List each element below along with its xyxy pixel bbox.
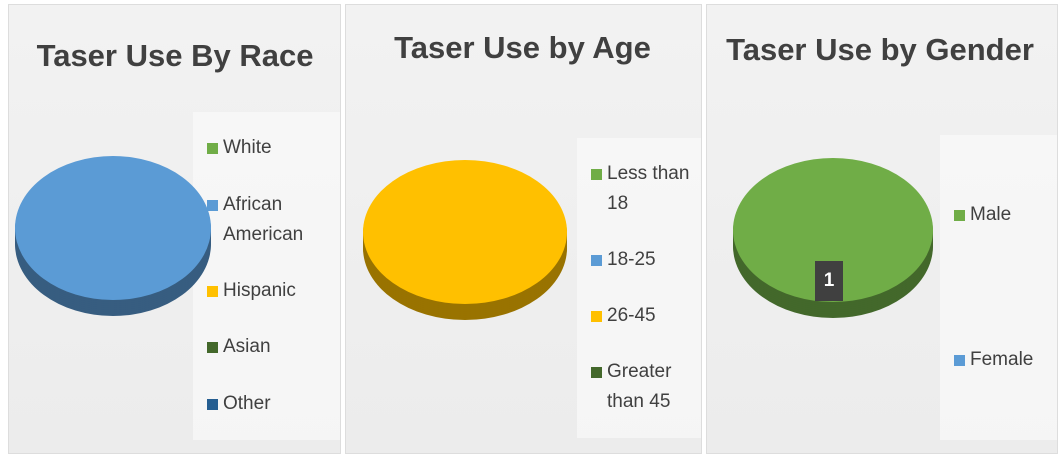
pie-slice bbox=[14, 155, 212, 301]
legend-label: 26-45 bbox=[607, 305, 656, 326]
legend-swatch bbox=[591, 169, 602, 180]
legend-label: Male bbox=[970, 204, 1012, 226]
legend-label: Asian bbox=[223, 336, 271, 358]
chart-title: Taser Use by Gender bbox=[726, 32, 1034, 67]
legend-entry: 26-45 bbox=[591, 301, 701, 331]
legend-label: Greater than 45 bbox=[607, 361, 672, 412]
legend-entry: African American bbox=[207, 190, 340, 250]
legend-swatch bbox=[207, 342, 218, 354]
legend: White African American Hispanic Asian Other bbox=[193, 112, 340, 440]
chart-title: Taser Use by Age bbox=[394, 30, 651, 65]
legend-swatch bbox=[591, 255, 602, 266]
legend-swatch bbox=[591, 311, 602, 322]
legend-label: Hispanic bbox=[223, 279, 296, 301]
legend-swatch bbox=[207, 398, 218, 410]
pie-slice bbox=[363, 160, 567, 304]
legend: Less than 18 18-25 26-45 Greater than 45 bbox=[577, 138, 701, 438]
data-label: 1 bbox=[815, 261, 843, 301]
legend-entry: Hispanic bbox=[207, 276, 340, 306]
legend-swatch bbox=[207, 285, 218, 297]
legend-entry: Less than 18 bbox=[591, 159, 701, 219]
legend-swatch bbox=[954, 210, 965, 222]
legend-entry: Other bbox=[207, 389, 340, 419]
legend-swatch bbox=[207, 199, 218, 211]
legend-label: Less than 18 bbox=[607, 163, 690, 214]
legend-label: African American bbox=[223, 193, 304, 245]
legend-label: White bbox=[223, 137, 272, 159]
legend-entry: White bbox=[207, 133, 340, 163]
pie-slice bbox=[733, 158, 933, 302]
legend-entry: 18-25 bbox=[591, 245, 701, 275]
legend-label: Female bbox=[970, 348, 1034, 370]
legend-label: 18-25 bbox=[607, 249, 656, 270]
legend-swatch bbox=[207, 143, 218, 155]
legend-entry: Greater than 45 bbox=[591, 357, 701, 417]
legend-entry: Female bbox=[954, 345, 1057, 375]
legend-swatch bbox=[591, 367, 602, 378]
legend: Male Female bbox=[940, 135, 1057, 440]
legend-label: Other bbox=[223, 392, 271, 414]
legend-entry: Asian bbox=[207, 332, 340, 362]
chart-title: Taser Use By Race bbox=[36, 38, 314, 73]
legend-entry: Male bbox=[954, 200, 1057, 230]
legend-swatch bbox=[954, 354, 965, 366]
